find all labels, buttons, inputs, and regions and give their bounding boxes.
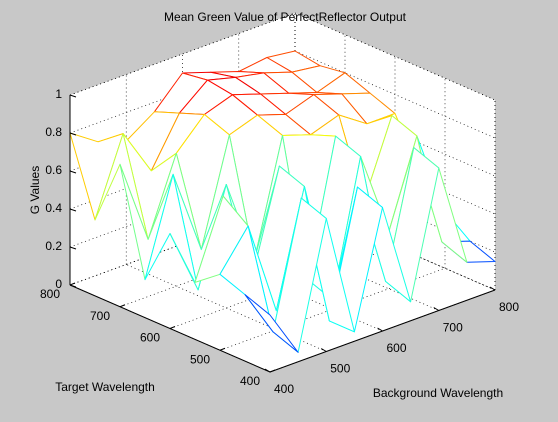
y-tick-label: 400 <box>240 374 260 388</box>
grid-line <box>294 202 496 291</box>
tick-mark <box>169 326 176 329</box>
grid-line <box>294 50 496 139</box>
z-tick-label: 0.2 <box>45 239 62 253</box>
x-tick-label: 800 <box>499 300 519 314</box>
tick-mark <box>69 170 77 174</box>
y-tick-label: 600 <box>140 331 160 345</box>
tick-mark <box>320 348 327 352</box>
mesh-cell <box>244 294 299 353</box>
z-axis-label: G Values <box>28 166 42 214</box>
y-tick-label: 500 <box>190 352 210 366</box>
z-tick-label: 0.8 <box>45 125 62 139</box>
tick-mark <box>69 132 77 136</box>
tick-mark <box>219 347 226 351</box>
x-tick-label: 600 <box>386 341 406 355</box>
y-tick-label: 700 <box>90 309 110 323</box>
y-axis-label: Target Wavelength <box>55 380 155 394</box>
chart-title: Mean Green Value of PerfectReflector Out… <box>164 10 407 24</box>
z-tick-label: 1 <box>55 87 62 101</box>
x-tick-label: 500 <box>330 362 350 376</box>
z-tick-label: 0.6 <box>45 163 62 177</box>
x-tick-label: 400 <box>274 382 294 396</box>
tick-mark <box>489 286 496 291</box>
tick-mark <box>69 282 76 286</box>
grid-line <box>294 12 496 101</box>
tick-mark <box>119 304 126 308</box>
z-tick-label: 0 <box>55 277 62 291</box>
tick-mark <box>377 327 383 332</box>
y-axis <box>69 284 271 373</box>
mesh <box>69 50 496 353</box>
tick-mark <box>69 246 77 250</box>
x-axis <box>269 289 496 373</box>
tick-mark <box>69 94 77 98</box>
x-axis-label: Background Wavelength <box>373 386 503 400</box>
x-tick-label: 700 <box>443 321 463 335</box>
tick-mark <box>69 208 77 212</box>
tick-mark <box>433 307 440 311</box>
y-tick-label: 800 <box>40 287 60 301</box>
z-tick-label: 0.4 <box>45 201 62 215</box>
axes: 0 0.2 0.4 0.6 0.8 1 400 500 600 700 800 400 500 600 70… <box>40 87 519 396</box>
